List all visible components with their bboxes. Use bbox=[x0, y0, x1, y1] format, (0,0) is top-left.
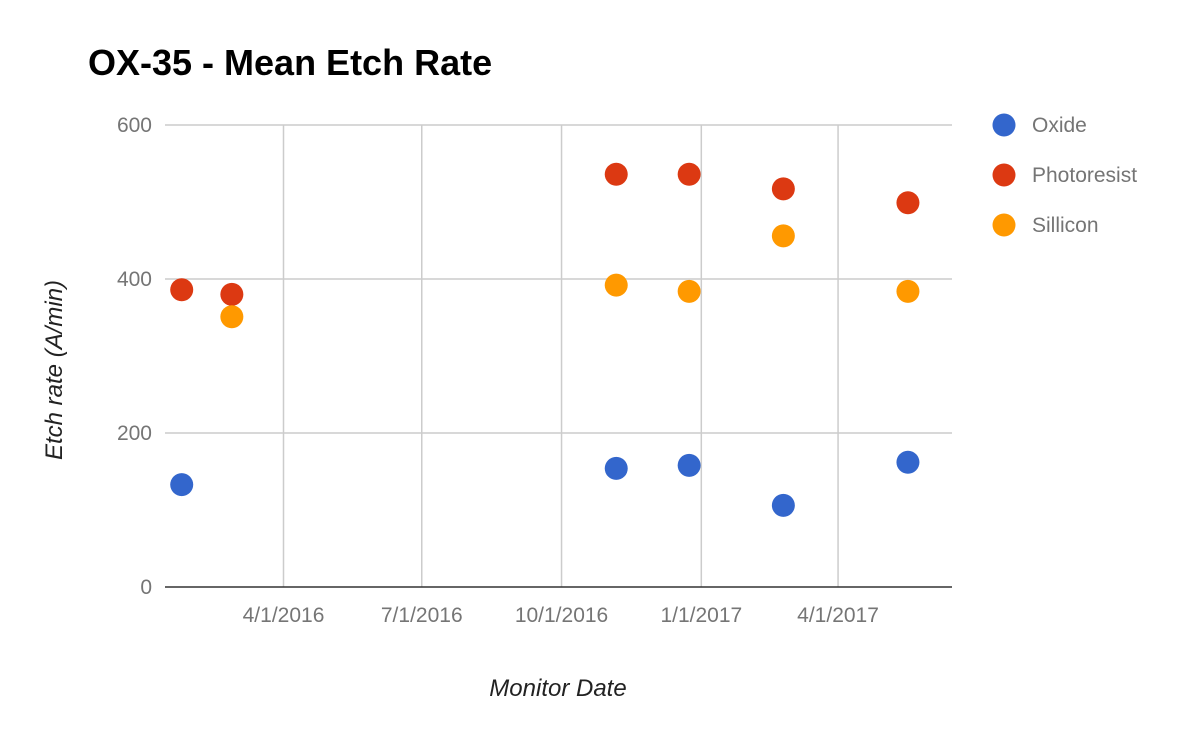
x-tick-label: 7/1/2016 bbox=[381, 604, 463, 627]
photoresist-point bbox=[604, 162, 628, 186]
sillicon-point bbox=[604, 273, 628, 297]
legend-marker-oxide bbox=[992, 113, 1016, 137]
oxide-point bbox=[771, 493, 795, 517]
y-tick-label: 200 bbox=[117, 422, 152, 445]
oxide-point bbox=[896, 450, 920, 474]
legend: Oxide Photoresist Sillicon bbox=[992, 113, 1137, 237]
y-tick-label: 400 bbox=[117, 268, 152, 291]
legend-label-oxide: Oxide bbox=[1032, 114, 1087, 137]
tick-labels: 0 200 400 600 4/1/2016 7/1/2016 10/1/2016 1/1/2… bbox=[117, 114, 879, 627]
photoresist-point bbox=[170, 278, 194, 302]
x-tick-label: 4/1/2017 bbox=[797, 604, 879, 627]
x-tick-label: 10/1/2016 bbox=[515, 604, 608, 627]
photoresist-point bbox=[220, 282, 244, 306]
y-tick-label: 0 bbox=[140, 576, 152, 599]
oxide-point bbox=[170, 473, 194, 497]
photoresist-point bbox=[896, 191, 920, 215]
sillicon-point bbox=[771, 224, 795, 248]
sillicon-point bbox=[677, 279, 701, 303]
legend-marker-sillicon bbox=[992, 213, 1016, 237]
sillicon-point bbox=[220, 305, 244, 329]
photoresist-point bbox=[771, 177, 795, 201]
y-tick-label: 600 bbox=[117, 114, 152, 137]
oxide-point bbox=[677, 453, 701, 477]
y-axis-label: Etch rate (A/min) bbox=[41, 280, 68, 460]
photoresist-point bbox=[677, 162, 701, 186]
legend-marker-photoresist bbox=[992, 163, 1016, 187]
x-tick-label: 1/1/2017 bbox=[660, 604, 742, 627]
gridlines bbox=[165, 124, 952, 587]
sillicon-point bbox=[896, 279, 920, 303]
data-points bbox=[170, 162, 920, 517]
x-tick-label: 4/1/2016 bbox=[243, 604, 325, 627]
chart-title: OX-35 - Mean Etch Rate bbox=[88, 42, 492, 83]
legend-label-sillicon: Sillicon bbox=[1032, 214, 1099, 237]
legend-label-photoresist: Photoresist bbox=[1032, 164, 1137, 187]
x-axis-label: Monitor Date bbox=[489, 675, 626, 702]
oxide-point bbox=[604, 456, 628, 480]
